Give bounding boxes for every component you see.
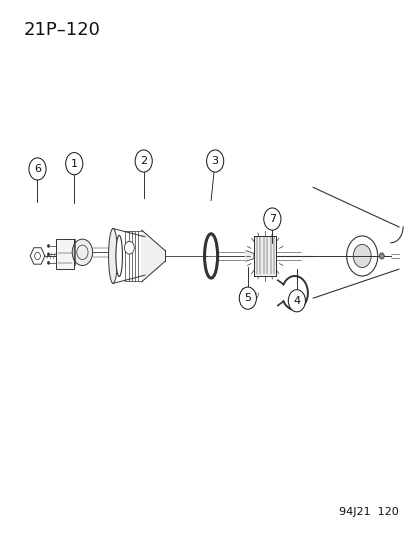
Bar bbox=[253, 236, 276, 276]
Text: 94J21  120: 94J21 120 bbox=[338, 507, 398, 517]
Polygon shape bbox=[74, 239, 75, 265]
Circle shape bbox=[244, 293, 247, 297]
Ellipse shape bbox=[108, 229, 117, 284]
Text: 6: 6 bbox=[34, 164, 41, 174]
Circle shape bbox=[135, 150, 152, 172]
Circle shape bbox=[378, 253, 383, 259]
Text: 2: 2 bbox=[140, 156, 147, 166]
Circle shape bbox=[287, 290, 305, 312]
Circle shape bbox=[124, 241, 134, 254]
Ellipse shape bbox=[116, 236, 122, 277]
Circle shape bbox=[47, 244, 50, 247]
Circle shape bbox=[72, 239, 93, 265]
Circle shape bbox=[346, 236, 377, 276]
Circle shape bbox=[206, 150, 223, 172]
Text: 3: 3 bbox=[211, 156, 218, 166]
Polygon shape bbox=[239, 289, 252, 302]
Text: 21P–120: 21P–120 bbox=[23, 21, 100, 39]
Circle shape bbox=[263, 208, 280, 230]
Circle shape bbox=[47, 253, 50, 256]
Polygon shape bbox=[245, 251, 253, 261]
Circle shape bbox=[239, 287, 256, 309]
Circle shape bbox=[35, 252, 40, 260]
Polygon shape bbox=[30, 248, 45, 264]
Polygon shape bbox=[141, 230, 164, 282]
Circle shape bbox=[352, 244, 370, 268]
Text: 7: 7 bbox=[268, 214, 275, 224]
Circle shape bbox=[29, 158, 46, 180]
Circle shape bbox=[66, 152, 83, 175]
Text: 5: 5 bbox=[244, 293, 251, 303]
Circle shape bbox=[47, 261, 50, 264]
Bar bbox=[56, 239, 74, 269]
Text: 1: 1 bbox=[71, 159, 78, 168]
Text: 4: 4 bbox=[292, 296, 300, 306]
